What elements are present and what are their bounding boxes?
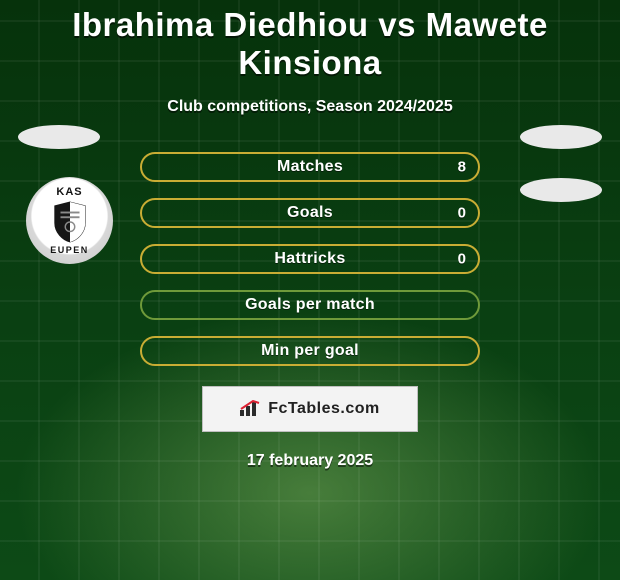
team1-badge-bottom-text: EUPEN — [50, 245, 89, 255]
team2-badge-placeholder — [520, 178, 602, 202]
brand-text: FcTables.com — [268, 400, 380, 418]
shield-icon — [51, 200, 89, 244]
team1-badge-top-text: KAS — [56, 186, 82, 198]
season-subtitle: Club competitions, Season 2024/2025 — [0, 98, 620, 116]
stat-right-value: 8 — [458, 159, 466, 176]
stat-row: Min per goal — [140, 336, 480, 366]
stat-label: Goals — [287, 204, 333, 222]
player1-avatar-placeholder — [18, 125, 100, 149]
bar-chart-icon — [240, 400, 262, 418]
stat-row: Goals 0 — [140, 198, 480, 228]
player2-avatar-placeholder — [520, 125, 602, 149]
stat-right-value: 0 — [458, 205, 466, 222]
stat-label: Min per goal — [261, 342, 359, 360]
stat-right-value: 0 — [458, 251, 466, 268]
stat-row: Hattricks 0 — [140, 244, 480, 274]
stats-rows: Matches 8 Goals 0 Hattricks 0 Goals per … — [140, 152, 480, 366]
brand-box[interactable]: FcTables.com — [202, 386, 418, 432]
stat-label: Goals per match — [245, 296, 375, 314]
stat-label: Matches — [277, 158, 343, 176]
stat-row: Matches 8 — [140, 152, 480, 182]
content-area: Ibrahima Diedhiou vs Mawete Kinsiona Clu… — [0, 0, 620, 470]
headline-title: Ibrahima Diedhiou vs Mawete Kinsiona — [0, 6, 620, 82]
stat-row: Goals per match — [140, 290, 480, 320]
date-text: 17 february 2025 — [0, 452, 620, 470]
stat-label: Hattricks — [274, 250, 345, 268]
team1-badge: KAS EUPEN — [26, 177, 113, 264]
